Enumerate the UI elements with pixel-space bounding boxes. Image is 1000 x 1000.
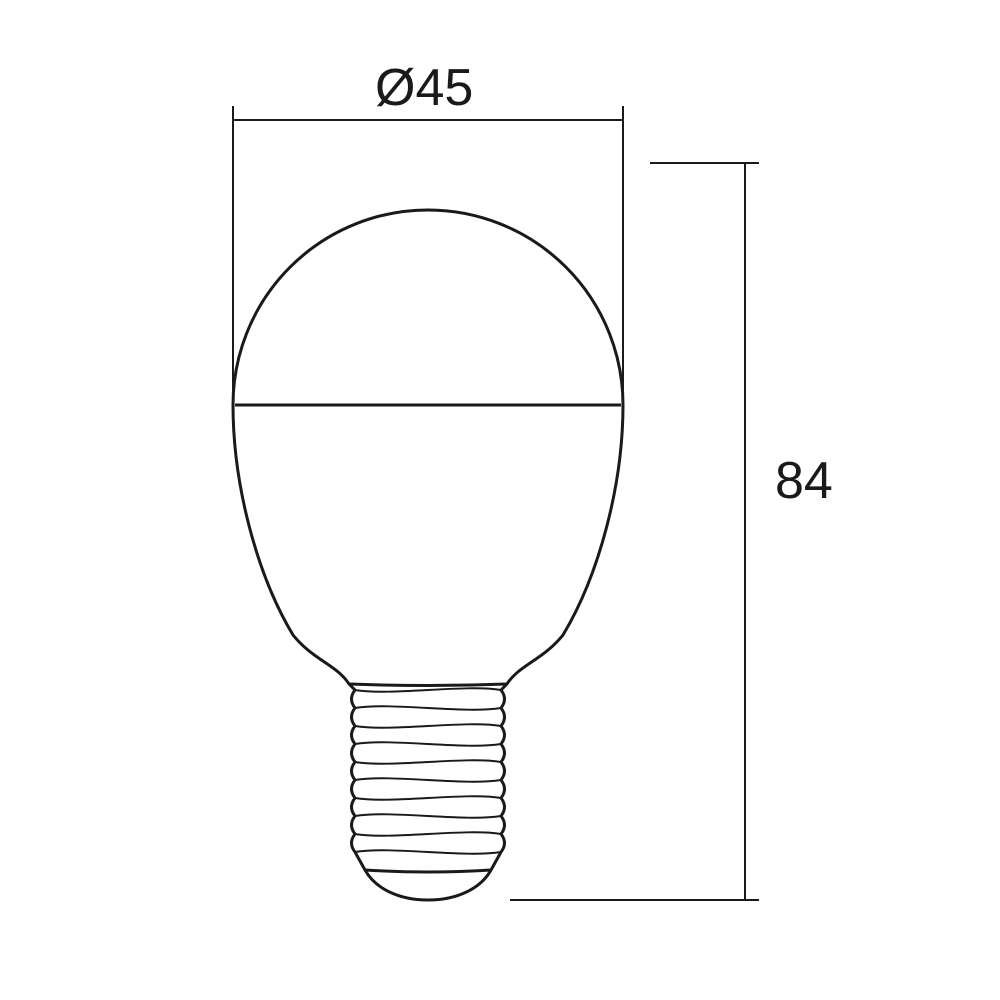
dim-diameter-label: Ø45 — [375, 59, 473, 117]
dim-height-label: 84 — [775, 452, 833, 510]
bulb-outline — [233, 210, 623, 900]
neck-separator — [349, 684, 507, 686]
bulb-technical-drawing: Ø45 84 — [0, 0, 1000, 1000]
